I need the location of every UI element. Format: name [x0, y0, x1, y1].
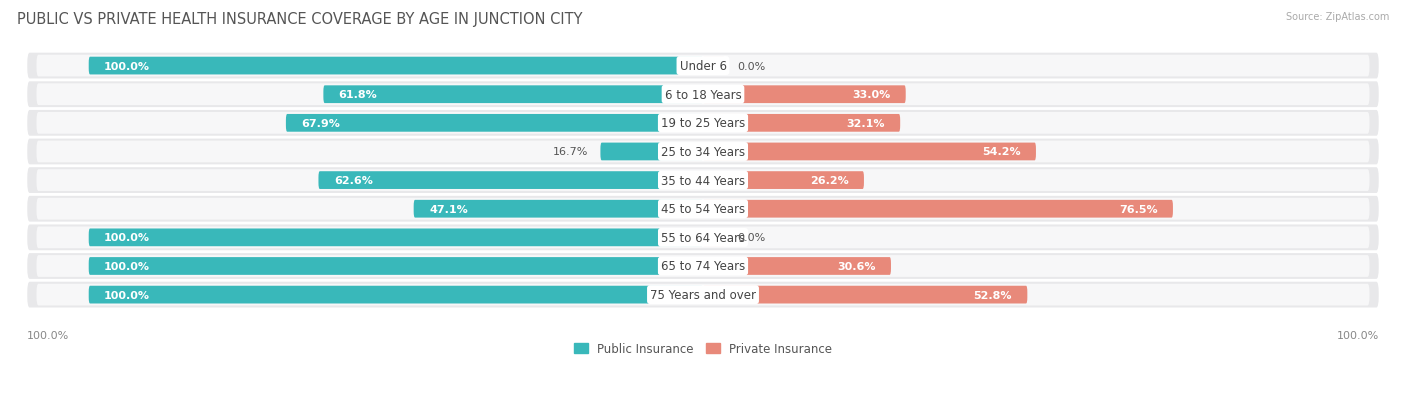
FancyBboxPatch shape — [37, 284, 1369, 306]
Text: 0.0%: 0.0% — [737, 62, 765, 71]
FancyBboxPatch shape — [27, 225, 1379, 251]
FancyBboxPatch shape — [703, 257, 891, 275]
Text: 55 to 64 Years: 55 to 64 Years — [661, 231, 745, 244]
Text: 61.8%: 61.8% — [339, 90, 377, 100]
FancyBboxPatch shape — [413, 200, 703, 218]
FancyBboxPatch shape — [37, 113, 1369, 134]
Text: 35 to 44 Years: 35 to 44 Years — [661, 174, 745, 187]
Text: 65 to 74 Years: 65 to 74 Years — [661, 260, 745, 273]
FancyBboxPatch shape — [89, 57, 703, 75]
FancyBboxPatch shape — [37, 256, 1369, 277]
Text: 0.0%: 0.0% — [737, 233, 765, 243]
FancyBboxPatch shape — [37, 56, 1369, 77]
Text: 26.2%: 26.2% — [810, 176, 849, 186]
Text: 47.1%: 47.1% — [429, 204, 468, 214]
Text: 100.0%: 100.0% — [104, 290, 150, 300]
Text: 45 to 54 Years: 45 to 54 Years — [661, 203, 745, 216]
Text: 100.0%: 100.0% — [104, 233, 150, 243]
FancyBboxPatch shape — [37, 170, 1369, 192]
FancyBboxPatch shape — [318, 172, 703, 190]
FancyBboxPatch shape — [89, 229, 703, 247]
Text: 30.6%: 30.6% — [837, 261, 876, 271]
FancyBboxPatch shape — [27, 54, 1379, 79]
FancyBboxPatch shape — [703, 286, 1028, 304]
Text: 33.0%: 33.0% — [852, 90, 890, 100]
FancyBboxPatch shape — [27, 139, 1379, 165]
FancyBboxPatch shape — [27, 196, 1379, 222]
Text: 100.0%: 100.0% — [1337, 330, 1379, 340]
Text: 25 to 34 Years: 25 to 34 Years — [661, 146, 745, 159]
FancyBboxPatch shape — [27, 82, 1379, 108]
Text: 16.7%: 16.7% — [553, 147, 588, 157]
FancyBboxPatch shape — [703, 143, 1036, 161]
Text: 100.0%: 100.0% — [104, 261, 150, 271]
FancyBboxPatch shape — [27, 282, 1379, 308]
FancyBboxPatch shape — [703, 229, 724, 247]
FancyBboxPatch shape — [323, 86, 703, 104]
Text: 76.5%: 76.5% — [1119, 204, 1157, 214]
FancyBboxPatch shape — [89, 257, 703, 275]
FancyBboxPatch shape — [703, 172, 863, 190]
Text: 100.0%: 100.0% — [104, 62, 150, 71]
Text: 52.8%: 52.8% — [973, 290, 1012, 300]
FancyBboxPatch shape — [703, 200, 1173, 218]
Text: Under 6: Under 6 — [679, 60, 727, 73]
FancyBboxPatch shape — [37, 141, 1369, 163]
FancyBboxPatch shape — [703, 115, 900, 133]
FancyBboxPatch shape — [703, 86, 905, 104]
Legend: Public Insurance, Private Insurance: Public Insurance, Private Insurance — [569, 337, 837, 360]
FancyBboxPatch shape — [27, 254, 1379, 279]
Text: 62.6%: 62.6% — [333, 176, 373, 186]
Text: 6 to 18 Years: 6 to 18 Years — [665, 88, 741, 102]
FancyBboxPatch shape — [37, 227, 1369, 249]
FancyBboxPatch shape — [89, 286, 703, 304]
Text: 100.0%: 100.0% — [27, 330, 69, 340]
FancyBboxPatch shape — [285, 115, 703, 133]
Text: 54.2%: 54.2% — [981, 147, 1021, 157]
Text: Source: ZipAtlas.com: Source: ZipAtlas.com — [1285, 12, 1389, 22]
FancyBboxPatch shape — [27, 111, 1379, 136]
FancyBboxPatch shape — [600, 143, 703, 161]
FancyBboxPatch shape — [703, 57, 724, 75]
Text: 32.1%: 32.1% — [846, 119, 884, 128]
FancyBboxPatch shape — [37, 84, 1369, 106]
Text: 75 Years and over: 75 Years and over — [650, 288, 756, 301]
FancyBboxPatch shape — [37, 198, 1369, 220]
Text: 19 to 25 Years: 19 to 25 Years — [661, 117, 745, 130]
FancyBboxPatch shape — [27, 168, 1379, 194]
Text: PUBLIC VS PRIVATE HEALTH INSURANCE COVERAGE BY AGE IN JUNCTION CITY: PUBLIC VS PRIVATE HEALTH INSURANCE COVER… — [17, 12, 582, 27]
Text: 67.9%: 67.9% — [301, 119, 340, 128]
